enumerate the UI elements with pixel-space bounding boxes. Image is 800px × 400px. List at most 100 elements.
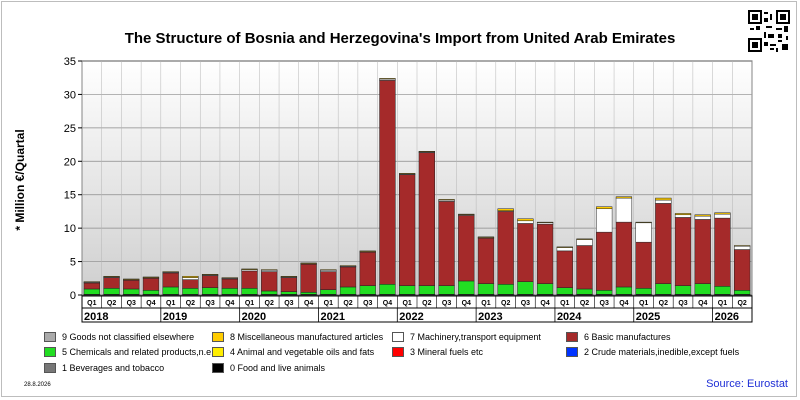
x-tick-label: Q2	[186, 300, 195, 307]
x-tick-label: Q1	[402, 300, 411, 307]
x-tick-label: Q2	[737, 300, 746, 307]
bar-segment	[221, 278, 238, 289]
x-tick-label: Q4	[146, 300, 155, 307]
y-tick-label: 20	[64, 156, 76, 168]
bar-segment	[418, 285, 435, 295]
bar-segment	[280, 277, 298, 292]
bar-segment	[655, 199, 672, 204]
year-label: 2018	[84, 311, 108, 323]
y-tick-label: 10	[64, 223, 76, 235]
x-tick-label: Q1	[245, 300, 254, 307]
bar-segment	[182, 276, 199, 278]
legend-swatch	[212, 347, 224, 357]
year-label: 2025	[636, 311, 660, 323]
x-tick-label: Q3	[284, 300, 293, 307]
x-tick-label: Q4	[698, 300, 707, 307]
bar-segment	[714, 212, 731, 215]
legend-swatch	[212, 363, 224, 373]
bar-segment	[221, 288, 238, 295]
x-tick-label: Q4	[462, 300, 471, 307]
legend-label: 9 Goods not classified elsewhere	[62, 332, 195, 342]
bar-segment	[734, 245, 751, 247]
bar-segment	[418, 152, 435, 286]
bar-segment	[103, 277, 120, 289]
bar-segment	[615, 197, 633, 223]
bar-segment	[635, 221, 652, 224]
bar-segment	[458, 213, 475, 216]
x-tick-label: Q1	[166, 300, 175, 307]
legend-label: 4 Animal and vegetable oils and fats	[230, 347, 375, 357]
bar-segment	[694, 219, 711, 284]
x-tick-label: Q2	[107, 300, 116, 307]
bar-segment	[280, 276, 298, 278]
x-tick-label: Q4	[540, 300, 549, 307]
bar-segment	[556, 287, 573, 295]
x-tick-label: Q4	[383, 300, 392, 307]
date-stamp: 28.8.2026	[24, 382, 51, 388]
bar-segment	[300, 292, 317, 295]
legend-item: 3 Mineral fuels etc	[392, 346, 483, 358]
bar-segment	[458, 280, 475, 295]
bar-segment	[182, 288, 199, 295]
bar-segment	[615, 221, 633, 288]
bar-segment	[103, 276, 120, 278]
bar-segment	[576, 288, 593, 295]
x-tick-label: Q3	[442, 300, 451, 307]
x-tick-label: Q2	[265, 300, 274, 307]
bar-segment	[576, 238, 593, 240]
bar-segment	[674, 217, 692, 286]
bar-segment	[517, 218, 534, 222]
x-tick-label: Q1	[718, 300, 727, 307]
bar-segment	[635, 288, 652, 295]
y-tick-label: 30	[64, 89, 76, 101]
bar-segment	[674, 214, 692, 218]
bar-segment	[182, 279, 199, 289]
chart-title: The Structure of Bosnia and Herzegovina'…	[124, 30, 676, 47]
bar-segment	[576, 239, 593, 246]
bar-segment	[694, 215, 711, 220]
bar-segment	[280, 291, 298, 295]
bar-segment	[497, 211, 514, 285]
bar-segment	[83, 282, 100, 290]
bar-segment	[438, 201, 455, 286]
bar-segment	[320, 271, 337, 290]
bar-segment	[379, 284, 396, 295]
bar-segment	[399, 285, 416, 295]
x-tick-label: Q2	[501, 300, 510, 307]
bar-segment	[458, 215, 475, 282]
legend-item: 2 Crude materials,inedible,except fuels	[566, 346, 739, 358]
bar-segment	[536, 223, 554, 284]
x-tick-label: Q1	[639, 300, 648, 307]
bar-segment	[83, 281, 100, 283]
bar-segment	[339, 286, 357, 295]
bar-segment	[477, 283, 495, 295]
bar-segment	[655, 203, 672, 284]
bar-segment	[714, 217, 731, 287]
bar-segment	[359, 250, 376, 252]
bar-segment	[320, 269, 337, 271]
x-tick-label: Q1	[481, 300, 490, 307]
bar-segment	[536, 283, 554, 295]
legend-item: 8 Miscellaneous manufactured articles	[212, 331, 383, 343]
legend-label: 0 Food and live animals	[230, 363, 326, 373]
bar-segment	[556, 247, 573, 252]
bar-segment	[142, 276, 160, 278]
legend-swatch	[44, 347, 56, 357]
x-tick-label: Q3	[205, 300, 214, 307]
bar-segment	[399, 174, 416, 286]
legend-item: 0 Food and live animals	[212, 362, 325, 374]
legend-item: 7 Machinery,transport equipment	[392, 331, 541, 343]
bar-segment	[379, 78, 396, 80]
year-label: 2019	[163, 311, 187, 323]
bar-segment	[123, 288, 140, 295]
bar-segment	[241, 270, 258, 289]
year-label: 2022	[399, 311, 423, 323]
x-tick-label: Q1	[560, 300, 569, 307]
bar-segment	[714, 213, 731, 219]
bar-segment	[162, 272, 179, 288]
legend-swatch	[566, 347, 578, 357]
bar-segment	[241, 288, 258, 295]
bar-segment	[517, 281, 534, 295]
legend-swatch	[566, 332, 578, 342]
bar-segment	[162, 271, 179, 273]
